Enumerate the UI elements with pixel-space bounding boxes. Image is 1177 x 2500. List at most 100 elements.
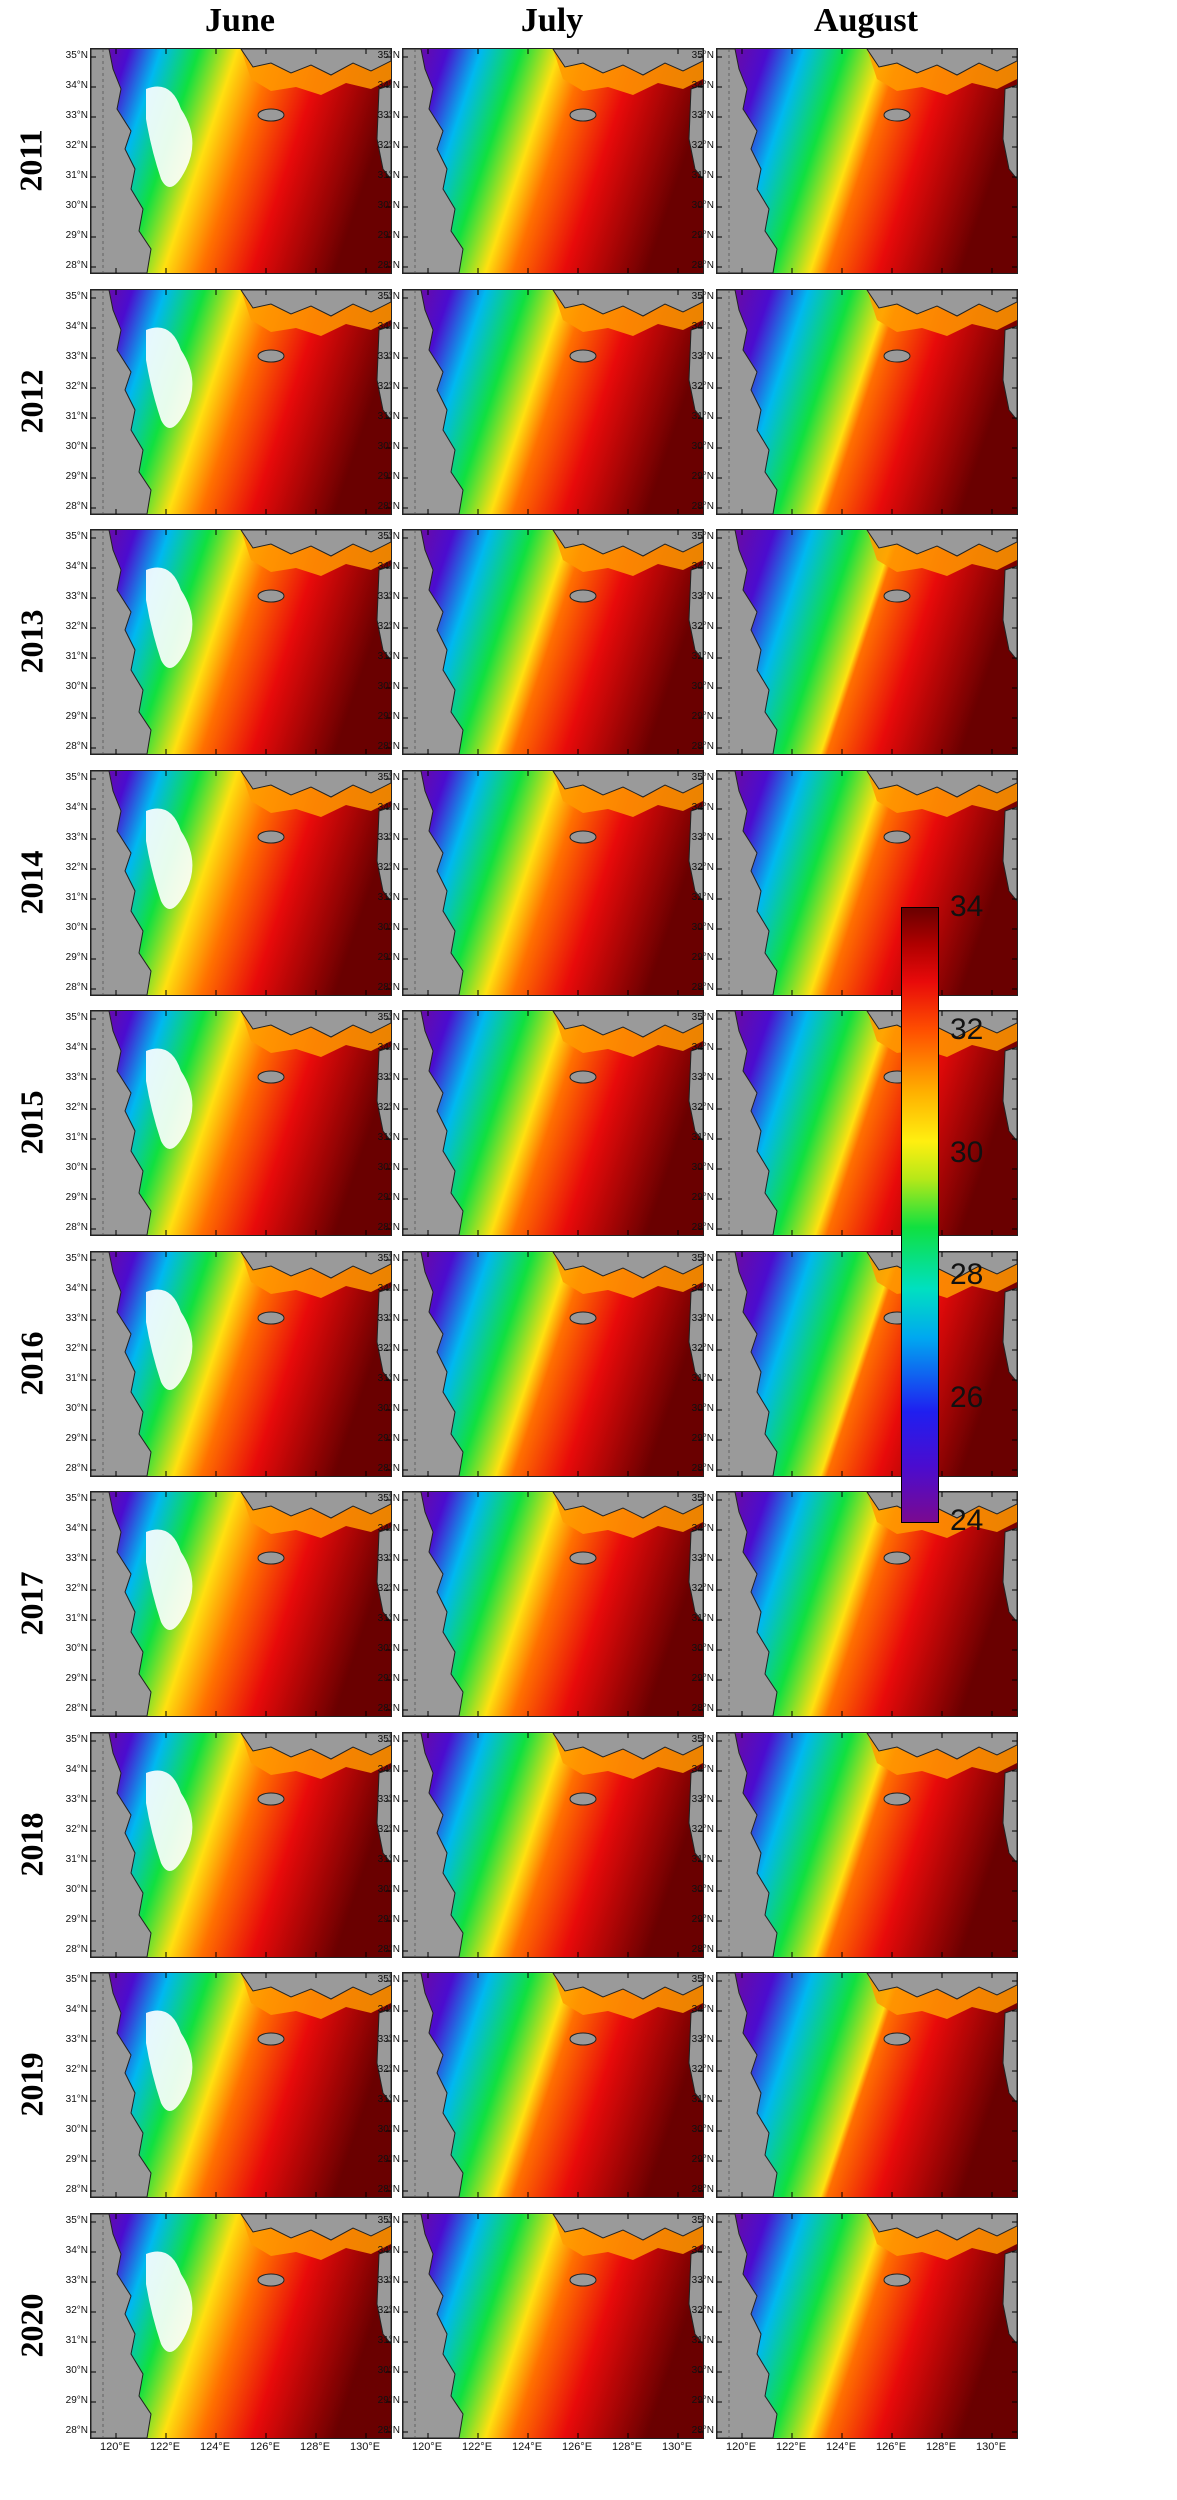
latitude-label: 32°N	[377, 1342, 400, 1354]
map-panel-august-2012	[716, 288, 1018, 515]
latitude-label: 35°N	[65, 1974, 88, 1985]
latitude-label: 35°N	[65, 290, 88, 302]
latitude-label: 33°N	[691, 1553, 714, 1564]
map-panel-june-2012	[90, 288, 392, 515]
latitude-label: 31°N	[691, 1372, 714, 1384]
map-panel-august-2020	[716, 2212, 1018, 2439]
latitude-ticks: 35°N 34°N 33°N 32°N 31°N 30°N 29°N 28°N	[680, 48, 714, 272]
latitude-label: 28°N	[691, 1703, 714, 1714]
latitude-label: 35°N	[691, 1252, 714, 1264]
latitude-label: 29°N	[65, 1913, 88, 1925]
map-panel-june-2020	[90, 2212, 392, 2439]
latitude-label: 35°N	[65, 1012, 88, 1023]
latitude-label: 32°N	[377, 2304, 400, 2316]
latitude-label: 28°N	[65, 741, 88, 752]
colorbar-tick-label: 32	[950, 1012, 984, 1046]
latitude-label: 35°N	[65, 2214, 88, 2226]
latitude-label: 31°N	[377, 410, 400, 422]
latitude-label: 31°N	[377, 1372, 400, 1384]
latitude-ticks: 35°N 34°N 33°N 32°N 31°N 30°N 29°N 28°N	[680, 1010, 714, 1234]
latitude-label: 28°N	[377, 1703, 400, 1714]
latitude-ticks: 35°N 34°N 33°N 32°N 31°N 30°N 29°N 28°N	[366, 48, 400, 272]
latitude-label: 29°N	[65, 951, 88, 963]
latitude-ticks: 35°N 34°N 33°N 32°N 31°N 30°N 29°N 28°N	[54, 770, 88, 994]
latitude-label: 28°N	[691, 741, 714, 752]
latitude-label: 35°N	[691, 1493, 714, 1504]
row-title-2017: 2017	[13, 1571, 50, 1636]
latitude-label: 31°N	[65, 651, 88, 662]
latitude-label: 34°N	[377, 320, 400, 332]
latitude-label: 33°N	[691, 591, 714, 602]
latitude-label: 33°N	[691, 1793, 714, 1805]
map-panel-june-2015	[90, 1010, 392, 1236]
latitude-label: 31°N	[691, 1613, 714, 1624]
latitude-label: 28°N	[691, 1222, 714, 1233]
latitude-label: 28°N	[65, 1943, 88, 1955]
latitude-label: 35°N	[691, 771, 714, 783]
map-panel-june-2018	[90, 1731, 392, 1958]
latitude-label: 35°N	[691, 2214, 714, 2226]
longitude-label: 126°E	[249, 2440, 281, 2453]
latitude-label: 34°N	[65, 1282, 88, 1294]
latitude-label: 30°N	[377, 440, 400, 452]
latitude-ticks: 35°N 34°N 33°N 32°N 31°N 30°N 29°N 28°N	[680, 1972, 714, 2196]
longitude-label: 130°E	[975, 2440, 1007, 2453]
latitude-label: 29°N	[691, 711, 714, 722]
latitude-label: 30°N	[691, 1162, 714, 1173]
latitude-label: 30°N	[691, 2364, 714, 2376]
latitude-label: 32°N	[691, 140, 714, 151]
latitude-label: 33°N	[691, 1312, 714, 1324]
latitude-label: 28°N	[377, 981, 400, 993]
latitude-ticks: 35°N 34°N 33°N 32°N 31°N 30°N 29°N 28°N	[54, 1732, 88, 1956]
row-title-2016: 2016	[13, 1331, 50, 1395]
latitude-label: 34°N	[377, 1523, 400, 1534]
latitude-ticks: 35°N 34°N 33°N 32°N 31°N 30°N 29°N 28°N	[680, 1491, 714, 1715]
longitude-label: 120°E	[725, 2440, 757, 2453]
latitude-label: 33°N	[377, 2274, 400, 2286]
latitude-label: 31°N	[691, 170, 714, 181]
latitude-label: 31°N	[377, 1853, 400, 1865]
latitude-label: 30°N	[65, 681, 88, 692]
latitude-label: 29°N	[377, 1192, 400, 1203]
latitude-label: 34°N	[691, 1042, 714, 1053]
latitude-label: 34°N	[691, 1523, 714, 1534]
latitude-label: 31°N	[377, 651, 400, 662]
latitude-label: 30°N	[65, 440, 88, 452]
latitude-label: 32°N	[65, 2064, 88, 2075]
latitude-label: 29°N	[691, 1432, 714, 1444]
latitude-label: 34°N	[377, 801, 400, 813]
latitude-label: 31°N	[691, 891, 714, 903]
latitude-label: 34°N	[691, 1282, 714, 1294]
latitude-ticks: 35°N 34°N 33°N 32°N 31°N 30°N 29°N 28°N	[366, 770, 400, 994]
latitude-label: 30°N	[65, 1643, 88, 1654]
latitude-label: 34°N	[65, 320, 88, 332]
latitude-label: 28°N	[65, 1462, 88, 1474]
latitude-label: 29°N	[377, 230, 400, 241]
latitude-label: 33°N	[377, 1793, 400, 1805]
map-panel-august-2017	[716, 1491, 1018, 1717]
latitude-label: 30°N	[691, 200, 714, 211]
latitude-label: 28°N	[377, 1222, 400, 1233]
latitude-label: 30°N	[377, 681, 400, 692]
row-title-2012: 2012	[13, 369, 50, 433]
latitude-label: 31°N	[65, 1372, 88, 1384]
latitude-label: 32°N	[65, 621, 88, 632]
latitude-label: 28°N	[691, 1943, 714, 1955]
latitude-label: 32°N	[65, 1102, 88, 1113]
latitude-label: 29°N	[377, 1673, 400, 1684]
latitude-label: 32°N	[691, 2064, 714, 2075]
latitude-label: 30°N	[65, 2124, 88, 2135]
latitude-label: 29°N	[691, 2154, 714, 2165]
latitude-label: 32°N	[691, 861, 714, 873]
map-panel-august-2013	[716, 529, 1018, 755]
latitude-label: 28°N	[691, 1462, 714, 1474]
latitude-label: 31°N	[65, 1132, 88, 1143]
row-title-2019: 2019	[13, 2052, 50, 2117]
latitude-label: 32°N	[691, 2304, 714, 2316]
map-panel-june-2013	[90, 529, 392, 755]
colorbar-ticks: 34 32 30 28 26 24	[950, 890, 1030, 1537]
latitude-label: 31°N	[65, 891, 88, 903]
latitude-label: 28°N	[377, 741, 400, 752]
latitude-label: 28°N	[65, 260, 88, 271]
map-panel-july-2011	[402, 48, 704, 274]
